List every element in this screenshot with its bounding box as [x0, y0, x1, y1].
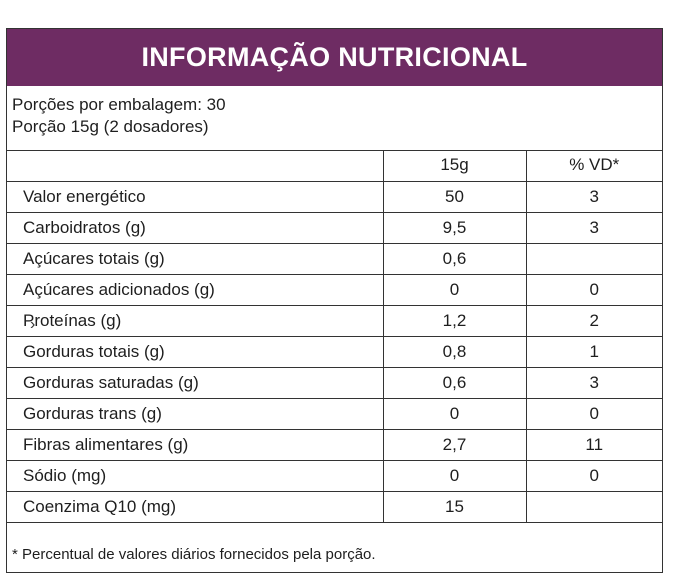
- daily-value-percent: [525, 490, 662, 523]
- daily-value-percent: 11: [525, 428, 662, 461]
- table-header-cell: 15g: [382, 150, 527, 182]
- daily-value-percent: [525, 242, 662, 275]
- nutrition-title: INFORMAÇÃO NUTRICIONAL: [7, 29, 662, 86]
- nutrient-name: Gorduras trans (g): [7, 397, 384, 430]
- nutrient-name: Sódio (mg): [7, 459, 384, 492]
- chevron-right-icon: ›: [30, 316, 36, 333]
- table-row: Gorduras trans (g) 0 0: [7, 397, 662, 430]
- table-row: Gorduras saturadas (g) 0,6 3: [7, 366, 662, 399]
- amount-per-portion: 0: [382, 459, 527, 492]
- amount-per-portion: 9,5: [382, 211, 527, 244]
- nutrient-name: Gorduras totais (g): [7, 335, 384, 368]
- table-header-row: 15g% VD*: [7, 150, 662, 182]
- portion-size: Porção 15g (2 dosadores): [12, 117, 209, 136]
- nutrient-name: Proteínas (g): [7, 304, 384, 337]
- table-row: Coenzima Q10 (mg) 15: [7, 490, 662, 523]
- nutrition-facts-panel: INFORMAÇÃO NUTRICIONAL Porções por embal…: [6, 28, 663, 573]
- table-row: Fibras alimentares (g) 2,7 11: [7, 428, 662, 461]
- amount-per-portion: 2,7: [382, 428, 527, 461]
- nutrient-name: Açúcares adicionados (g): [7, 273, 384, 306]
- table-header-cell: % VD*: [525, 150, 662, 182]
- amount-per-portion: 0: [382, 273, 527, 306]
- table-row: Açúcares adicionados (g) 0 0: [7, 273, 662, 306]
- footnote: * Percentual de valores diários fornecid…: [12, 546, 376, 563]
- table-header-cell: [7, 150, 384, 182]
- daily-value-percent: 3: [525, 180, 662, 213]
- nutrient-name: Carboidratos (g): [7, 211, 384, 244]
- daily-value-percent: 0: [525, 397, 662, 430]
- daily-value-percent: 1: [525, 335, 662, 368]
- table-row: Gorduras totais (g) 0,8 1: [7, 335, 662, 368]
- servings-per-package: Porções por embalagem: 30: [12, 95, 226, 114]
- table-row: Carboidratos (g) 9,5 3: [7, 211, 662, 244]
- daily-value-percent: 3: [525, 211, 662, 244]
- nutrition-table: 15g% VD* Valor energético 50 3 Carboidratos …: [7, 150, 662, 523]
- nutrient-name: Gorduras saturadas (g): [7, 366, 384, 399]
- daily-value-percent: 2: [525, 304, 662, 337]
- amount-per-portion: 0,6: [382, 242, 527, 275]
- table-row: Açúcares totais (g) 0,6: [7, 242, 662, 275]
- amount-per-portion: 0: [382, 397, 527, 430]
- amount-per-portion: 15: [382, 490, 527, 523]
- amount-per-portion: 1,2: [382, 304, 527, 337]
- table-row: Sódio (mg) 0 0: [7, 459, 662, 492]
- table-row: Valor energético 50 3: [7, 180, 662, 213]
- daily-value-percent: 0: [525, 273, 662, 306]
- amount-per-portion: 0,6: [382, 366, 527, 399]
- amount-per-portion: 50: [382, 180, 527, 213]
- nutrient-name: Coenzima Q10 (mg): [7, 490, 384, 523]
- nutrient-name: Açúcares totais (g): [7, 242, 384, 275]
- nutrient-name: Valor energético: [7, 180, 384, 213]
- servings-info: Porções por embalagem: 30 Porção 15g (2 …: [7, 86, 662, 151]
- amount-per-portion: 0,8: [382, 335, 527, 368]
- daily-value-percent: 3: [525, 366, 662, 399]
- daily-value-percent: 0: [525, 459, 662, 492]
- nutrient-name: Fibras alimentares (g): [7, 428, 384, 461]
- table-row: Proteínas (g) 1,2 2: [7, 304, 662, 337]
